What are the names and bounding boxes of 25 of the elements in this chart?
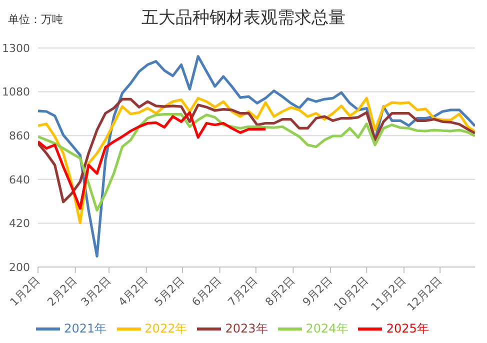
legend-label: 2022年 (144, 321, 188, 336)
line-series (38, 98, 475, 204)
x-tick-label: 7月2日 (225, 274, 260, 309)
y-tick-label: 1080 (2, 86, 30, 99)
line-series (38, 111, 267, 210)
chart-title: 五大品种钢材表观需求总量 (142, 8, 346, 28)
legend-label: 2025年 (386, 321, 429, 336)
x-tick-label: 1月2日 (8, 274, 42, 309)
y-tick-label: 640 (9, 173, 30, 186)
y-tick-label: 1300 (2, 42, 30, 55)
x-tick-label: 8月2日 (262, 274, 298, 309)
x-tick-label: 5月2日 (152, 274, 187, 309)
x-tick-label: 2月2日 (44, 274, 80, 309)
line-series (38, 112, 475, 212)
line-series (38, 96, 475, 224)
legend-label: 2024年 (306, 321, 348, 336)
legend-label: 2023年 (225, 321, 268, 336)
x-tick-label: 3月2日 (78, 274, 114, 309)
x-tick-label: 6月2日 (189, 274, 224, 309)
x-tick-label: 4月2日 (116, 274, 151, 309)
y-tick-label: 200 (9, 260, 30, 274)
y-tick-label: 860 (9, 130, 30, 143)
y-tick-label: 420 (9, 217, 30, 230)
text: 单位：万吨 (8, 12, 63, 27)
legend-label: 2021年 (64, 321, 107, 336)
